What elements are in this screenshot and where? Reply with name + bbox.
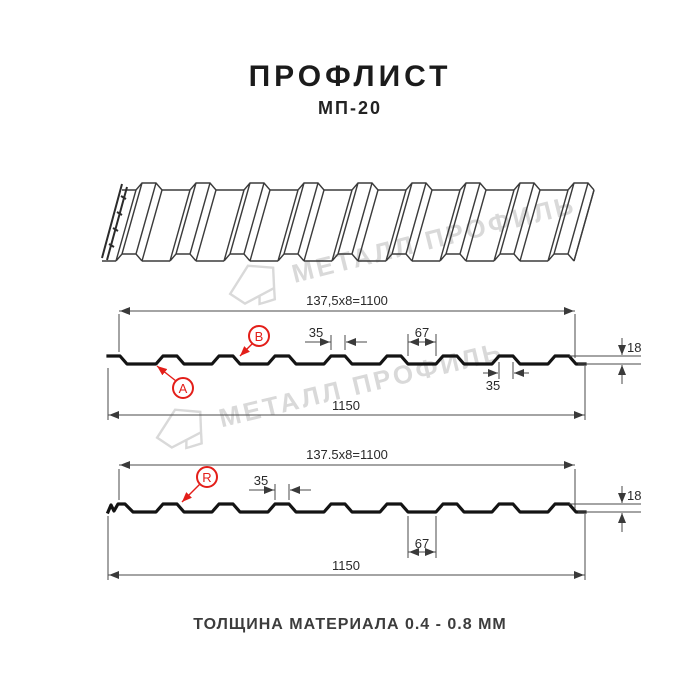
dim-label-rib-top: 35 (254, 473, 268, 488)
sheet-cut-edge (101, 183, 128, 261)
profile-section-bottom: 137.5x8=1100 35 67 18 1150 R (105, 447, 641, 580)
watermark: МЕТАЛЛ ПРОФИЛЬ (148, 329, 508, 456)
marker-b-circle (248, 325, 270, 347)
marker-a-label: A (179, 381, 188, 396)
dim-label-flat-bottom: 67 (415, 325, 429, 340)
page-subtitle: МП-20 (318, 98, 382, 118)
dim-label-flat-bottom: 67 (415, 536, 429, 551)
marker-r-label: R (202, 470, 211, 485)
dim-label-pitch-top: 137,5x8=1100 (306, 293, 388, 308)
dim-label-rib-top-2: 35 (486, 378, 500, 393)
metal-profil-logo-icon (228, 264, 277, 306)
dim-label-rib-top: 35 (309, 325, 323, 340)
sheet-3d-figure (101, 182, 595, 262)
marker-r-circle (196, 466, 218, 488)
profile-outline (106, 354, 587, 366)
dim-label-width: 1150 (332, 398, 360, 413)
material-thickness-note: ТОЛЩИНА МАТЕРИАЛА 0.4 - 0.8 ММ (193, 616, 507, 633)
dim-label-height: 18 (627, 340, 641, 355)
dim-label-width: 1150 (332, 558, 360, 573)
marker-a-circle (172, 377, 194, 399)
profile-section-top: 137,5x8=1100 35 67 35 18 1150 (106, 293, 641, 420)
watermark: МЕТАЛЛ ПРОФИЛЬ (221, 182, 581, 312)
dim-label-height: 18 (627, 488, 641, 503)
metal-profil-logo-icon (155, 408, 203, 450)
dim-label-pitch-bottom: 137.5x8=1100 (306, 447, 388, 462)
profile-outline (105, 502, 587, 515)
page-title: ПРОФЛИСТ (248, 60, 452, 93)
marker-b-label: B (255, 329, 264, 344)
